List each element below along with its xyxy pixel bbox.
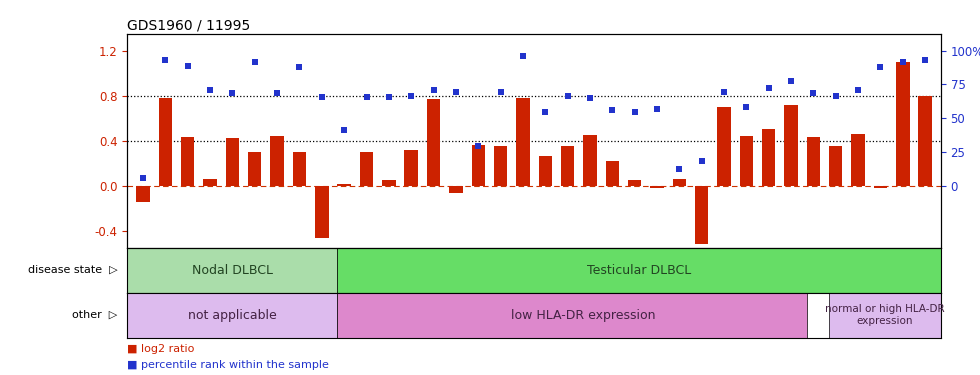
Bar: [382, 180, 396, 186]
Point: [694, 158, 710, 164]
Bar: [181, 137, 194, 186]
Bar: [360, 152, 373, 186]
Bar: [248, 152, 262, 186]
Bar: [136, 186, 150, 202]
Bar: [651, 186, 663, 188]
Point: [448, 89, 464, 95]
Bar: [337, 248, 941, 292]
Text: disease state  ▷: disease state ▷: [28, 265, 118, 275]
Bar: [270, 136, 284, 186]
Bar: [807, 137, 820, 186]
Bar: [695, 186, 709, 244]
Point: [917, 57, 933, 63]
Text: not applicable: not applicable: [188, 309, 276, 321]
Text: Nodal DLBCL: Nodal DLBCL: [192, 264, 272, 276]
Bar: [159, 98, 172, 186]
Bar: [225, 138, 239, 186]
Point: [425, 87, 441, 93]
Point: [560, 93, 575, 99]
Bar: [337, 292, 807, 338]
Point: [872, 64, 888, 70]
Point: [649, 106, 664, 112]
Bar: [561, 146, 574, 186]
Point: [515, 53, 531, 59]
Bar: [829, 292, 941, 338]
Point: [760, 85, 776, 91]
Point: [314, 94, 329, 100]
Point: [381, 94, 397, 100]
Text: ■ percentile rank within the sample: ■ percentile rank within the sample: [127, 360, 329, 369]
Bar: [784, 105, 798, 186]
Bar: [293, 152, 306, 186]
Bar: [471, 145, 485, 186]
Text: ■ log2 ratio: ■ log2 ratio: [127, 345, 195, 354]
Bar: [717, 107, 731, 186]
Point: [202, 87, 218, 93]
Point: [895, 59, 910, 65]
Bar: [918, 96, 932, 186]
Point: [582, 95, 598, 101]
Bar: [405, 150, 417, 186]
Point: [671, 166, 687, 172]
Bar: [427, 99, 440, 186]
Point: [537, 110, 553, 116]
Bar: [204, 179, 217, 186]
Bar: [672, 179, 686, 186]
Bar: [539, 156, 552, 186]
Point: [716, 89, 732, 95]
Bar: [852, 134, 864, 186]
Point: [470, 143, 486, 149]
Bar: [127, 292, 337, 338]
Bar: [494, 146, 508, 186]
Text: low HLA-DR expression: low HLA-DR expression: [511, 309, 656, 321]
Text: GDS1960 / 11995: GDS1960 / 11995: [127, 19, 251, 33]
Bar: [449, 186, 463, 194]
Bar: [127, 248, 337, 292]
Point: [605, 107, 620, 113]
Point: [739, 104, 755, 110]
Point: [627, 110, 643, 116]
Bar: [606, 161, 619, 186]
Point: [135, 175, 151, 181]
Bar: [896, 62, 909, 186]
Point: [180, 63, 196, 69]
Text: Testicular DLBCL: Testicular DLBCL: [587, 264, 691, 276]
Point: [851, 87, 866, 93]
Bar: [874, 186, 887, 188]
Bar: [583, 135, 597, 186]
Point: [158, 57, 173, 63]
Text: normal or high HLA-DR
expression: normal or high HLA-DR expression: [825, 304, 945, 326]
Point: [828, 93, 844, 99]
Point: [247, 59, 263, 65]
Point: [270, 90, 285, 96]
Bar: [516, 98, 529, 186]
Point: [806, 90, 821, 96]
Point: [404, 93, 419, 99]
Point: [783, 78, 799, 84]
Bar: [316, 186, 328, 238]
Bar: [762, 129, 775, 186]
Point: [336, 128, 352, 134]
Text: other  ▷: other ▷: [73, 310, 118, 320]
Bar: [740, 136, 753, 186]
Point: [292, 64, 308, 70]
Point: [359, 94, 374, 100]
Point: [224, 90, 240, 96]
Bar: [628, 180, 641, 186]
Point: [493, 89, 509, 95]
Bar: [829, 146, 843, 186]
Bar: [337, 184, 351, 186]
